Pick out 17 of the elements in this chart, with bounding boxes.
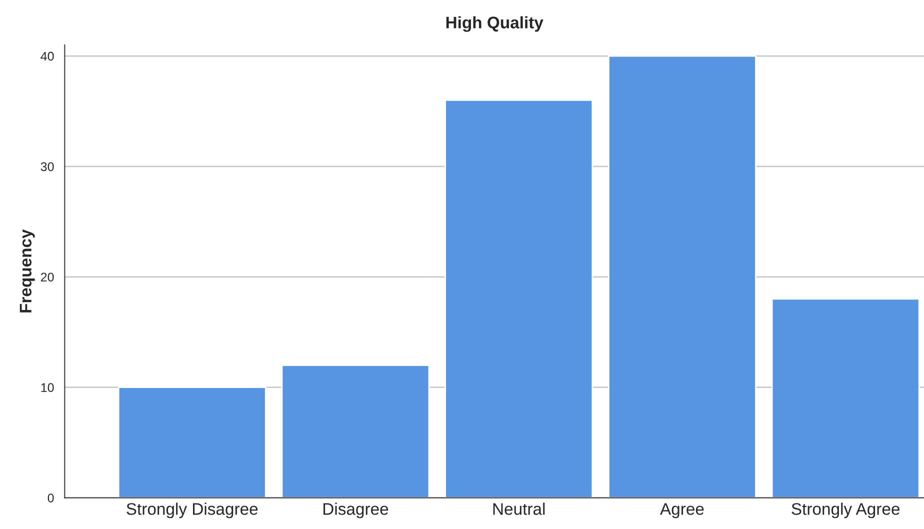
y-tick-label: 10 bbox=[41, 383, 54, 392]
y-tick-label: 0 bbox=[48, 494, 54, 502]
bar bbox=[608, 55, 756, 498]
bar bbox=[771, 298, 920, 498]
x-tick-label: Neutral bbox=[493, 502, 545, 515]
chart-title: High Quality bbox=[446, 16, 544, 32]
bar bbox=[118, 386, 266, 498]
x-tick-label: Disagree bbox=[323, 502, 388, 518]
y-tick-label: 20 bbox=[40, 272, 54, 282]
x-tick-label: Strongly Agree bbox=[792, 502, 900, 518]
bar bbox=[444, 99, 594, 498]
bar bbox=[281, 364, 430, 498]
x-tick-label: Strongly Disagree bbox=[126, 502, 258, 518]
y-tick-label: 30 bbox=[40, 162, 54, 172]
x-tick-label: Agree bbox=[660, 503, 704, 518]
y-tick-label: 40 bbox=[40, 52, 54, 61]
y-axis-title: Frequency bbox=[20, 229, 35, 312]
